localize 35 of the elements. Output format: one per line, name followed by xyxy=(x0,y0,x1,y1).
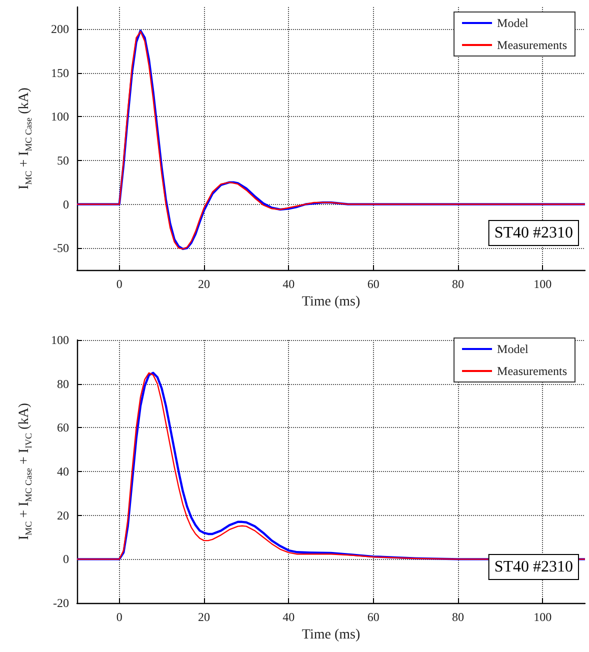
x-tick-label: 80 xyxy=(452,610,464,624)
y-axis-title: IMC + IMC Case (kA) xyxy=(17,87,34,190)
annotation: ST40 #2310 xyxy=(494,558,573,576)
y-tick-label: 0 xyxy=(63,197,69,212)
y-tick-label: 20 xyxy=(57,508,69,522)
y-tick-label: 60 xyxy=(57,420,69,435)
y-tick-label: 40 xyxy=(57,464,69,478)
x-tick-label: 0 xyxy=(116,277,122,291)
x-tick-label: 40 xyxy=(282,610,295,624)
x-tick-label: 100 xyxy=(534,277,552,291)
y-tick-label: 100 xyxy=(51,333,69,347)
y-tick-label: 150 xyxy=(51,66,69,80)
x-tick-label: 100 xyxy=(534,610,552,624)
y-tick-label: 80 xyxy=(57,376,69,391)
x-tick-label: 60 xyxy=(367,610,380,624)
legend-label: Model xyxy=(497,16,530,30)
x-axis-title: Time (ms) xyxy=(302,294,360,310)
y-tick-label: 0 xyxy=(63,552,69,566)
x-tick-label: 20 xyxy=(198,277,210,291)
x-tick-label: 20 xyxy=(198,610,210,624)
x-tick-label: 80 xyxy=(452,277,464,291)
legend-label: Model xyxy=(497,342,530,356)
x-tick-label: 40 xyxy=(282,277,295,291)
y-tick-label: -50 xyxy=(53,241,69,256)
y-axis-title: IMC + IMC Case + IIVC (kA) xyxy=(17,402,34,540)
legend-label: Measurements xyxy=(497,38,568,52)
y-tick-label: 200 xyxy=(51,22,69,36)
x-tick-label: 60 xyxy=(367,277,380,291)
annotation: ST40 #2310 xyxy=(494,224,573,242)
x-tick-label: 0 xyxy=(116,610,122,624)
y-tick-label: 50 xyxy=(57,153,69,168)
y-tick-label: 100 xyxy=(51,110,69,124)
x-axis-title: Time (ms) xyxy=(302,627,360,642)
legend-label: Measurements xyxy=(497,364,568,378)
y-tick-label: -20 xyxy=(53,596,69,610)
